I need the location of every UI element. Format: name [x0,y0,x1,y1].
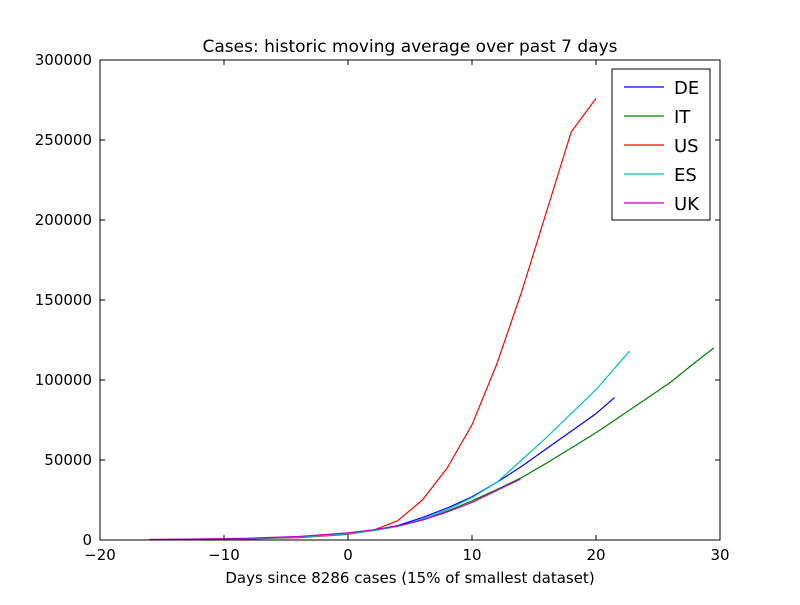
x-tick-label: 0 [343,546,353,564]
series-line-uk [149,478,521,541]
series-layer [149,98,715,541]
x-tick-label: 30 [710,546,729,564]
y-tick-label: 50000 [44,451,92,469]
series-line-es [149,350,630,541]
legend-label-es: ES [674,165,697,186]
legend-label-uk: UK [674,194,700,215]
y-tick-label: 250000 [35,131,92,149]
y-tick-label: 150000 [35,291,92,309]
legend-label-it: IT [674,107,691,128]
x-tick-label: 10 [462,546,481,564]
series-line-it [149,347,715,541]
legend-label-de: DE [674,78,699,99]
y-tick-label: 100000 [35,371,92,389]
y-tick-label: 200000 [35,211,92,229]
y-tick-label: 0 [82,531,92,549]
y-tick-label: 300000 [35,51,92,69]
x-tick-label: −10 [208,546,240,564]
legend-label-us: US [674,136,699,157]
series-line-de [149,397,615,541]
legend: DE IT US ES UK [611,68,711,221]
x-tick-label: −20 [84,546,116,564]
ticks-layer: −20 −10 0 10 20 30 0 50000 100000 150000 200000 250… [35,51,730,564]
chart-title: Cases: historic moving average over past… [203,37,618,57]
x-axis-label: Days since 8286 cases (15% of smallest d… [225,569,594,587]
x-tick-label: 20 [586,546,605,564]
